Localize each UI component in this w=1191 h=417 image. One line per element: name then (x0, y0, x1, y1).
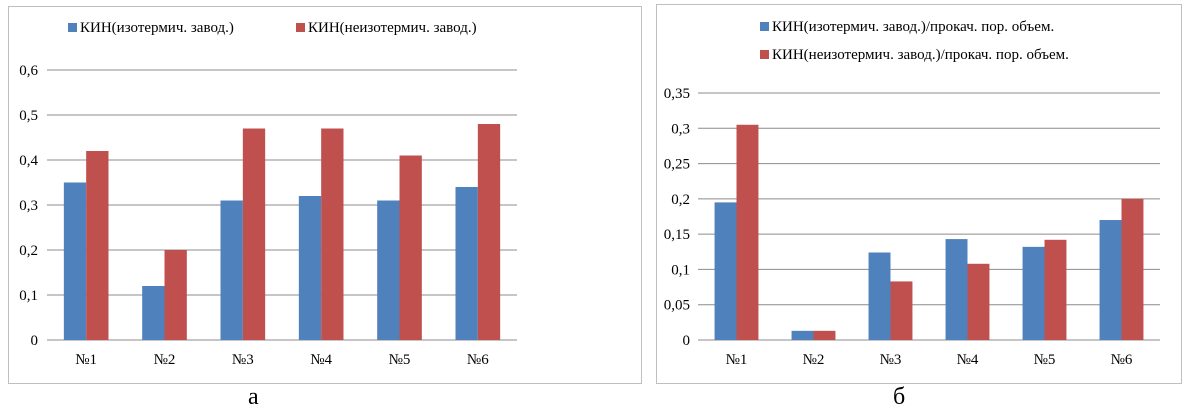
x-tick-label: №6 (1111, 352, 1133, 368)
legend-swatch-series2 (296, 23, 305, 32)
caption-b: б (893, 384, 906, 410)
legend-label-series1: КИН(изотермич. завод.)/прокач. пор. объе… (772, 19, 1054, 35)
legend-label-series2: КИН(неизотермич. завод.) (308, 20, 477, 36)
x-tick-label: №3 (880, 352, 902, 368)
chart-b-y-ticks: 0 0,05 0,1 0,15 0,2 0,25 0,3 0,35 (664, 86, 690, 349)
x-tick-label: №4 (310, 352, 332, 368)
x-tick-label: №4 (957, 352, 979, 368)
x-tick-label: №5 (389, 352, 411, 368)
chart-b: КИН(изотермич. завод.)/прокач. пор. объе… (656, 4, 1182, 384)
y-tick-label: 0,1 (671, 262, 690, 278)
bar-series1-5 (1022, 246, 1045, 340)
legend-label-series1: КИН(изотермич. завод.) (80, 20, 234, 36)
chart-a-bars (63, 124, 501, 340)
x-tick-label: №3 (232, 352, 254, 368)
chart-b-legend: КИН(изотермич. завод.)/прокач. пор. объе… (760, 19, 1069, 63)
bar-series2-3 (242, 128, 266, 340)
bar-series1-6 (455, 187, 478, 340)
bar-series1-1 (63, 182, 87, 340)
bar-series2-4 (321, 128, 344, 340)
bar-series1-4 (298, 196, 322, 340)
bar-series1-2 (142, 286, 165, 340)
bar-series1-1 (714, 202, 737, 340)
chart-b-bars (714, 124, 1144, 340)
caption-a: а (248, 384, 259, 410)
chart-a-grid (47, 69, 517, 341)
bar-series1-3 (220, 200, 243, 340)
y-tick-label: 0,3 (671, 121, 690, 137)
y-tick-label: 0,6 (19, 63, 38, 79)
bar-series2-5 (399, 155, 422, 340)
y-tick-label: 0,35 (664, 86, 690, 102)
y-tick-label: 0,2 (19, 243, 38, 259)
legend-swatch-series1 (68, 23, 77, 32)
bar-series2-3 (890, 281, 913, 340)
bar-series2-2 (813, 330, 836, 340)
y-tick-label: 0,1 (19, 288, 38, 304)
bar-series2-1 (736, 124, 759, 340)
bar-series1-2 (791, 330, 814, 340)
legend-swatch-series1 (760, 22, 769, 31)
bar-series2-1 (86, 151, 109, 340)
x-tick-label: №5 (1034, 352, 1056, 368)
y-tick-label: 0,05 (664, 298, 690, 314)
bar-series2-4 (967, 263, 990, 340)
y-tick-label: 0,5 (19, 108, 38, 124)
y-tick-label: 0 (31, 333, 39, 349)
y-tick-label: 0,3 (19, 198, 38, 214)
bar-series1-4 (945, 239, 968, 340)
y-tick-label: 0,15 (664, 227, 690, 243)
chart-a-x-ticks: №1 №2 №3 №4 №5 №6 (75, 352, 489, 368)
bar-series1-6 (1099, 220, 1122, 340)
x-tick-label: №2 (803, 352, 825, 368)
x-tick-label: №6 (467, 352, 489, 368)
y-tick-label: 0,2 (671, 192, 690, 208)
y-tick-label: 0,25 (664, 157, 690, 173)
y-tick-label: 0,4 (19, 153, 38, 169)
bar-series2-6 (1121, 198, 1144, 340)
x-tick-label: №2 (154, 352, 176, 368)
x-tick-label: №1 (75, 352, 97, 368)
chart-b-grid (698, 92, 1160, 341)
chart-a: КИН(изотермич. завод.) КИН(неизотермич. з… (8, 6, 642, 384)
chart-a-legend: КИН(изотермич. завод.) КИН(неизотермич. з… (68, 20, 477, 36)
chart-a-y-ticks: 0 0,1 0,2 0,3 0,4 0,5 0,6 (19, 63, 38, 349)
bar-series1-3 (868, 252, 891, 340)
bar-series2-5 (1044, 239, 1067, 340)
legend-swatch-series2 (760, 50, 769, 59)
bar-series2-2 (164, 250, 187, 340)
y-tick-label: 0 (683, 333, 691, 349)
legend-label-series2: КИН(неизотермич. завод.)/прокач. пор. об… (772, 47, 1069, 63)
x-tick-label: №1 (726, 352, 748, 368)
chart-b-x-ticks: №1 №2 №3 №4 №5 №6 (726, 352, 1133, 368)
bar-series2-6 (477, 124, 501, 340)
bar-series1-5 (377, 200, 400, 340)
